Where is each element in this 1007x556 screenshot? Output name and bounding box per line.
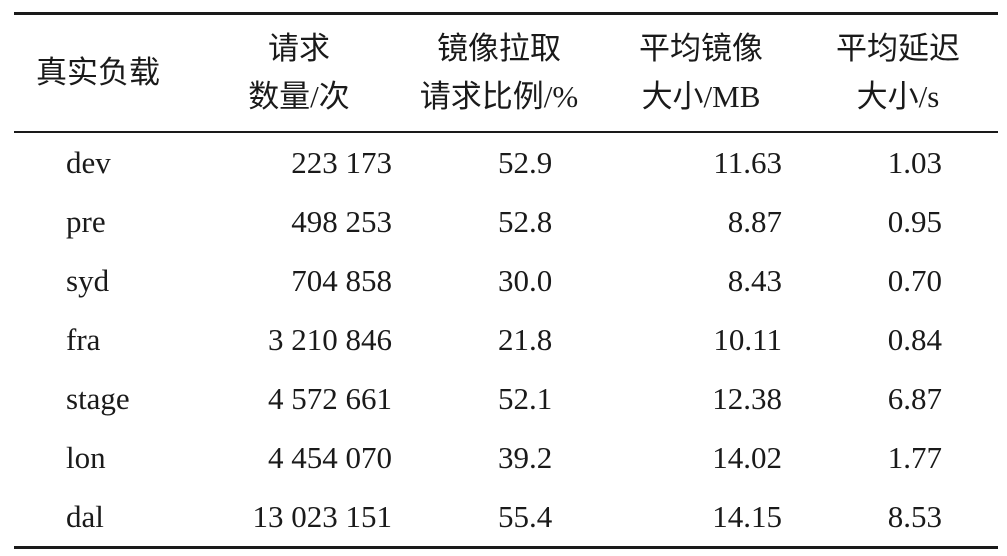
table-row: pre 498 253 52.8 8.87 0.95 [14,192,998,251]
cell-avg-image-size: 12.38 [712,380,782,416]
cell-pull-ratio: 30.0 [498,262,553,298]
cell-avg-image-size: 11.63 [713,144,782,180]
table-row: dev 223 173 52.9 11.63 1.03 [14,132,998,192]
cell-avg-image-size: 8.87 [727,203,782,239]
header-line: 平均延迟 [836,31,960,66]
cell-avg-latency: 1.77 [887,439,942,475]
cell-pull-ratio: 52.9 [498,144,553,180]
cell-workload: lon [66,439,106,475]
cell-avg-latency: 0.84 [887,321,942,357]
header-line: 请求 [268,31,330,66]
cell-avg-latency: 0.95 [887,203,942,239]
cell-request-count: 3 210 846 [268,321,392,357]
cell-avg-latency: 0.70 [887,262,942,298]
header-line: 数量/次 [248,79,350,114]
workload-table: 真实负载 请求 数量/次 镜像拉取 请求比例/% 平均镜像 大小/MB 平均延迟… [14,12,998,549]
header-line: 大小/s [856,79,940,114]
cell-request-count: 4 454 070 [268,439,392,475]
cell-avg-latency: 1.03 [887,144,942,180]
cell-request-count: 498 253 [291,203,392,239]
header-line: 请求比例/% [419,79,579,114]
cell-workload: fra [66,321,101,357]
cell-pull-ratio: 52.8 [498,203,553,239]
table-header: 真实负载 请求 数量/次 镜像拉取 请求比例/% 平均镜像 大小/MB 平均延迟… [14,13,998,133]
cell-workload: stage [66,380,130,416]
cell-request-count: 223 173 [291,144,392,180]
header-line: 镜像拉取 [437,31,561,66]
header-pull-ratio: 镜像拉取 请求比例/% [394,14,604,133]
cell-avg-image-size: 8.43 [727,262,782,298]
cell-avg-image-size: 14.02 [712,439,782,475]
cell-pull-ratio: 55.4 [498,498,553,534]
cell-pull-ratio: 52.1 [498,380,553,416]
cell-request-count: 704 858 [291,262,392,298]
table-body: dev 223 173 52.9 11.63 1.03 pre 498 253 … [14,132,998,548]
cell-workload: dal [66,498,104,534]
cell-pull-ratio: 21.8 [498,321,553,357]
table-row: fra 3 210 846 21.8 10.11 0.84 [14,310,998,369]
data-table-container: 真实负载 请求 数量/次 镜像拉取 请求比例/% 平均镜像 大小/MB 平均延迟… [14,12,998,549]
table-row: stage 4 572 661 52.1 12.38 6.87 [14,369,998,428]
header-row: 真实负载 请求 数量/次 镜像拉取 请求比例/% 平均镜像 大小/MB 平均延迟… [14,13,998,133]
header-line: 大小/MB [641,79,761,114]
cell-avg-latency: 8.53 [887,498,942,534]
cell-request-count: 13 023 151 [252,498,393,534]
header-avg-image-size: 平均镜像 大小/MB [604,14,798,133]
header-line: 真实负载 [36,55,160,90]
cell-workload: dev [66,144,111,180]
cell-avg-image-size: 10.11 [713,321,782,357]
cell-workload: syd [66,262,110,298]
header-request-count: 请求 数量/次 [204,14,394,133]
cell-avg-image-size: 14.15 [712,498,782,534]
table-row: lon 4 454 070 39.2 14.02 1.77 [14,428,998,487]
cell-request-count: 4 572 661 [268,380,392,416]
table-row: dal 13 023 151 55.4 14.15 8.53 [14,487,998,548]
header-avg-latency: 平均延迟 大小/s [798,14,998,133]
table-row: syd 704 858 30.0 8.43 0.70 [14,251,998,310]
header-workload: 真实负载 [14,14,204,133]
cell-avg-latency: 6.87 [887,380,942,416]
header-line: 平均镜像 [639,31,763,66]
cell-workload: pre [66,203,106,239]
cell-pull-ratio: 39.2 [498,439,553,475]
